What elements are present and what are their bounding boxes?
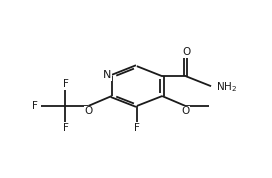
Text: O: O xyxy=(182,47,190,57)
Text: NH$_2$: NH$_2$ xyxy=(216,80,237,93)
Text: F: F xyxy=(134,123,140,133)
Text: F: F xyxy=(63,123,69,133)
Text: O: O xyxy=(182,106,190,116)
Text: F: F xyxy=(63,79,69,89)
Text: N: N xyxy=(103,70,112,80)
Text: O: O xyxy=(85,106,93,116)
Text: F: F xyxy=(32,101,38,111)
